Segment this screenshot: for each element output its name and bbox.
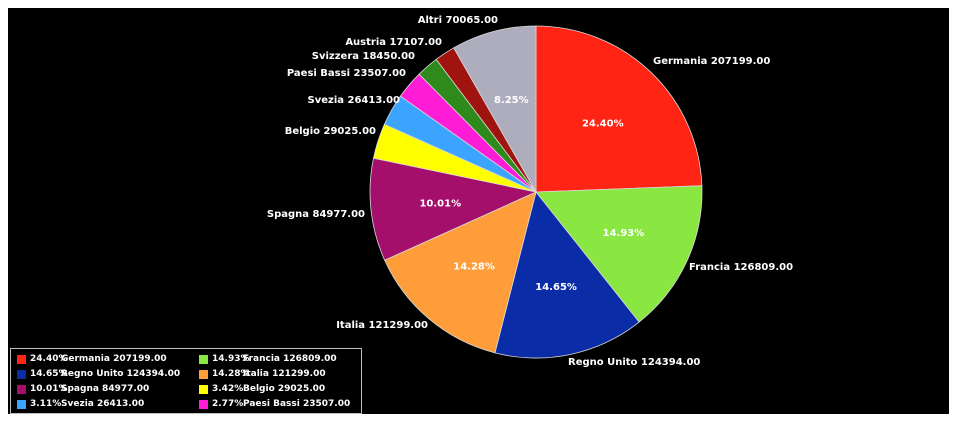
slice-outer-label: Austria 17107.00 (345, 37, 442, 48)
pie-slice-altri (453, 25, 537, 194)
legend-label: Spagna 84977.00 (61, 384, 150, 394)
legend-percent: 2.77% (212, 399, 244, 409)
legend-label: Belgio 29025.00 (243, 384, 326, 394)
legend-swatch (17, 369, 26, 379)
legend-entry: 14.65% Regno Unito 124394.00 (17, 367, 180, 381)
pie-slice-francia (535, 185, 703, 323)
slice-outer-label: Belgio 29025.00 (285, 126, 376, 137)
legend-entry: 24.40% Germania 207199.00 (17, 352, 167, 366)
slice-outer-label: Svizzera 18450.00 (312, 51, 415, 62)
legend-entry: 2.77% Paesi Bassi 23507.00 (199, 397, 350, 411)
legend-label: Italia 121299.00 (243, 369, 326, 379)
legend-entry: 3.11% Svezia 26413.00 (17, 397, 144, 411)
slice-outer-label: Germania 207199.00 (653, 56, 770, 67)
legend-swatch (199, 369, 208, 379)
slice-outer-label: Italia 121299.00 (336, 320, 428, 331)
slice-outer-label: Paesi Bassi 23507.00 (287, 68, 406, 79)
slice-outer-label: Spagna 84977.00 (267, 209, 365, 220)
legend-label: Svezia 26413.00 (61, 399, 145, 409)
legend-entry: 3.42% Belgio 29025.00 (199, 382, 325, 396)
slice-percent-label: 10.01% (419, 198, 461, 209)
legend-swatch (17, 354, 26, 364)
legend-label: Regno Unito 124394.00 (61, 369, 181, 379)
legend-swatch (199, 354, 208, 364)
legend-percent: 24.40% (30, 354, 68, 364)
legend-percent: 3.42% (212, 384, 244, 394)
legend-swatch (199, 384, 208, 394)
chart-legend: 24.40% Germania 207199.00 14.93% Francia 12… (10, 348, 362, 414)
chart-frame: 24.40% Germania 207199.00 14.93% Francia 12… (8, 8, 949, 414)
legend-entry: 14.28% Italia 121299.00 (199, 367, 326, 381)
slice-outer-label: Altri 70065.00 (418, 15, 498, 26)
slice-percent-label: 24.40% (582, 119, 624, 130)
slice-outer-label: Regno Unito 124394.00 (568, 357, 700, 368)
legend-percent: 14.28% (212, 369, 250, 379)
legend-swatch (17, 384, 26, 394)
slice-percent-label: 14.65% (535, 282, 577, 293)
legend-swatch (17, 399, 26, 409)
legend-entry: 14.93% Francia 126809.00 (199, 352, 337, 366)
slice-percent-label: 14.93% (603, 228, 645, 239)
legend-label: Francia 126809.00 (243, 354, 337, 364)
pie-chart: 24.40% Germania 207199.00 14.93% Francia 12… (267, 15, 793, 368)
legend-label: Germania 207199.00 (61, 354, 167, 364)
legend-percent: 10.01% (30, 384, 68, 394)
slice-outer-label: Svezia 26413.00 (308, 95, 401, 106)
legend-percent: 3.11% (30, 399, 62, 409)
slice-percent-label: 14.28% (453, 262, 495, 273)
legend-percent: 14.65% (30, 369, 68, 379)
legend-swatch (199, 399, 208, 409)
legend-label: Paesi Bassi 23507.00 (243, 399, 351, 409)
legend-entry: 10.01% Spagna 84977.00 (17, 382, 149, 396)
pie-slice-italia (384, 191, 537, 354)
legend-percent: 14.93% (212, 354, 250, 364)
pie-slice-regno-unito (494, 191, 640, 359)
slice-percent-label: 8.25% (494, 95, 529, 106)
slice-outer-label: Francia 126809.00 (689, 262, 793, 273)
pie-slice-germania (535, 25, 703, 193)
